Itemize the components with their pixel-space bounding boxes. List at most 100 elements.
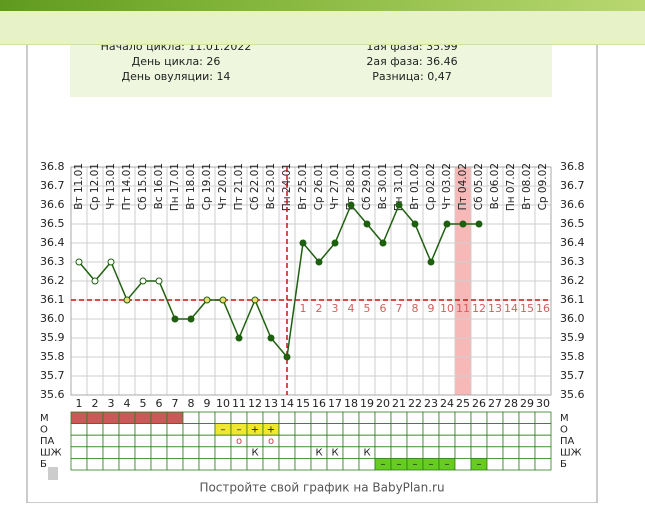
y-tick-label: 36.2 xyxy=(40,274,65,287)
y-tick-label-right: 36.3 xyxy=(560,255,585,268)
y-tick-label: 35.8 xyxy=(40,350,65,363)
bookmark-icon[interactable] xyxy=(48,467,58,480)
y-tick-label: 36.3 xyxy=(40,255,65,268)
info-text: День цикла: 26 xyxy=(132,55,221,68)
cell-text: + xyxy=(267,424,275,435)
table-cell xyxy=(150,457,168,471)
table-cell xyxy=(134,446,152,459)
table-cell xyxy=(294,411,312,425)
cell-text: К xyxy=(251,448,258,459)
table-cell xyxy=(262,457,280,471)
phase2-day-label: 9 xyxy=(428,302,435,315)
date-label: Сб 05.02 xyxy=(473,163,485,210)
table-cell xyxy=(278,434,296,448)
cell-text: + xyxy=(251,424,259,435)
date-label: Чт 27.01 xyxy=(329,163,341,210)
table-cell xyxy=(454,434,472,448)
table-cell xyxy=(166,411,184,425)
day-label: 16 xyxy=(312,397,326,410)
table-cell xyxy=(518,457,536,471)
table-cell xyxy=(118,411,136,425)
table-cell xyxy=(502,411,520,425)
table-cell xyxy=(198,411,216,425)
phase2-day-label: 15 xyxy=(520,302,534,315)
table-cell xyxy=(70,446,88,459)
date-label: Пн 17.01 xyxy=(169,163,181,211)
temperature-point xyxy=(75,258,83,266)
cell-text: – xyxy=(429,459,434,470)
table-cell xyxy=(118,434,136,448)
temperature-point xyxy=(171,315,179,323)
table-cell xyxy=(134,434,152,448)
phase2-day-label: 12 xyxy=(472,302,486,315)
temperature-point xyxy=(139,277,147,285)
table-cell xyxy=(214,411,232,425)
table-cell xyxy=(342,457,360,471)
date-label: Вт 08.02 xyxy=(521,163,533,210)
row-label: О xyxy=(40,424,48,435)
table-cell xyxy=(70,423,88,436)
day-label: 14 xyxy=(280,397,294,410)
date-label: Пн 31.01 xyxy=(393,163,405,211)
table-cell xyxy=(534,411,552,425)
y-tick-label-right: 36.7 xyxy=(560,179,585,192)
temperature-point xyxy=(427,258,435,266)
table-cell xyxy=(182,423,200,436)
day-label: 6 xyxy=(156,397,163,410)
phase2-day-label: 11 xyxy=(456,302,470,315)
table-cell xyxy=(118,446,136,459)
day-label: 5 xyxy=(140,397,147,410)
table-cell xyxy=(358,411,376,425)
temperature-point xyxy=(251,296,259,304)
row-label-right: ПА xyxy=(560,436,575,447)
table-cell xyxy=(422,446,440,459)
day-label: 11 xyxy=(232,397,246,410)
table-cell xyxy=(182,457,200,471)
date-label: Вт 01.02 xyxy=(409,163,421,210)
table-cell xyxy=(470,411,488,425)
table-cell xyxy=(214,434,232,448)
y-tick-label: 35.6 xyxy=(40,388,65,401)
phase2-day-label: 14 xyxy=(504,302,518,315)
table-cell xyxy=(406,446,424,459)
cell-text: о xyxy=(236,436,242,447)
day-label: 21 xyxy=(392,397,406,410)
day-label: 25 xyxy=(456,397,470,410)
temperature-point xyxy=(331,239,339,247)
top-bar xyxy=(0,0,645,11)
table-cell xyxy=(374,446,392,459)
date-label: Сб 29.01 xyxy=(361,163,373,210)
table-cell xyxy=(406,411,424,425)
phase2-day-label: 7 xyxy=(396,302,403,315)
phase2-day-label: 8 xyxy=(412,302,419,315)
day-label: 2 xyxy=(92,397,99,410)
table-cell xyxy=(150,446,168,459)
y-tick-label: 36.7 xyxy=(40,179,65,192)
date-label: Вт 18.01 xyxy=(185,163,197,210)
day-label: 1 xyxy=(76,397,83,410)
table-cell xyxy=(518,423,536,436)
table-cell xyxy=(374,423,392,436)
table-cell xyxy=(182,434,200,448)
date-label: Пт 21.01 xyxy=(233,163,245,210)
day-label: 9 xyxy=(204,397,211,410)
day-label: 18 xyxy=(344,397,358,410)
table-cell xyxy=(198,446,216,459)
date-label: Пт 28.01 xyxy=(345,163,357,210)
table-cell xyxy=(310,434,328,448)
day-label: 28 xyxy=(504,397,518,410)
y-tick-label: 36.5 xyxy=(40,217,65,230)
temperature-point xyxy=(379,239,387,247)
table-cell xyxy=(262,411,280,425)
date-label: Вт 11.01 xyxy=(73,163,85,210)
row-label: М xyxy=(40,413,49,424)
y-tick-label-right: 36.6 xyxy=(560,198,585,211)
date-label: Вс 06.02 xyxy=(489,163,501,209)
table-cell xyxy=(294,423,312,436)
table-cell xyxy=(454,423,472,436)
temperature-point xyxy=(155,277,163,285)
date-label: Пт 04.02 xyxy=(457,163,469,210)
table-cell xyxy=(198,434,216,448)
y-tick-label-right: 35.6 xyxy=(560,388,585,401)
table-cell xyxy=(86,446,104,459)
